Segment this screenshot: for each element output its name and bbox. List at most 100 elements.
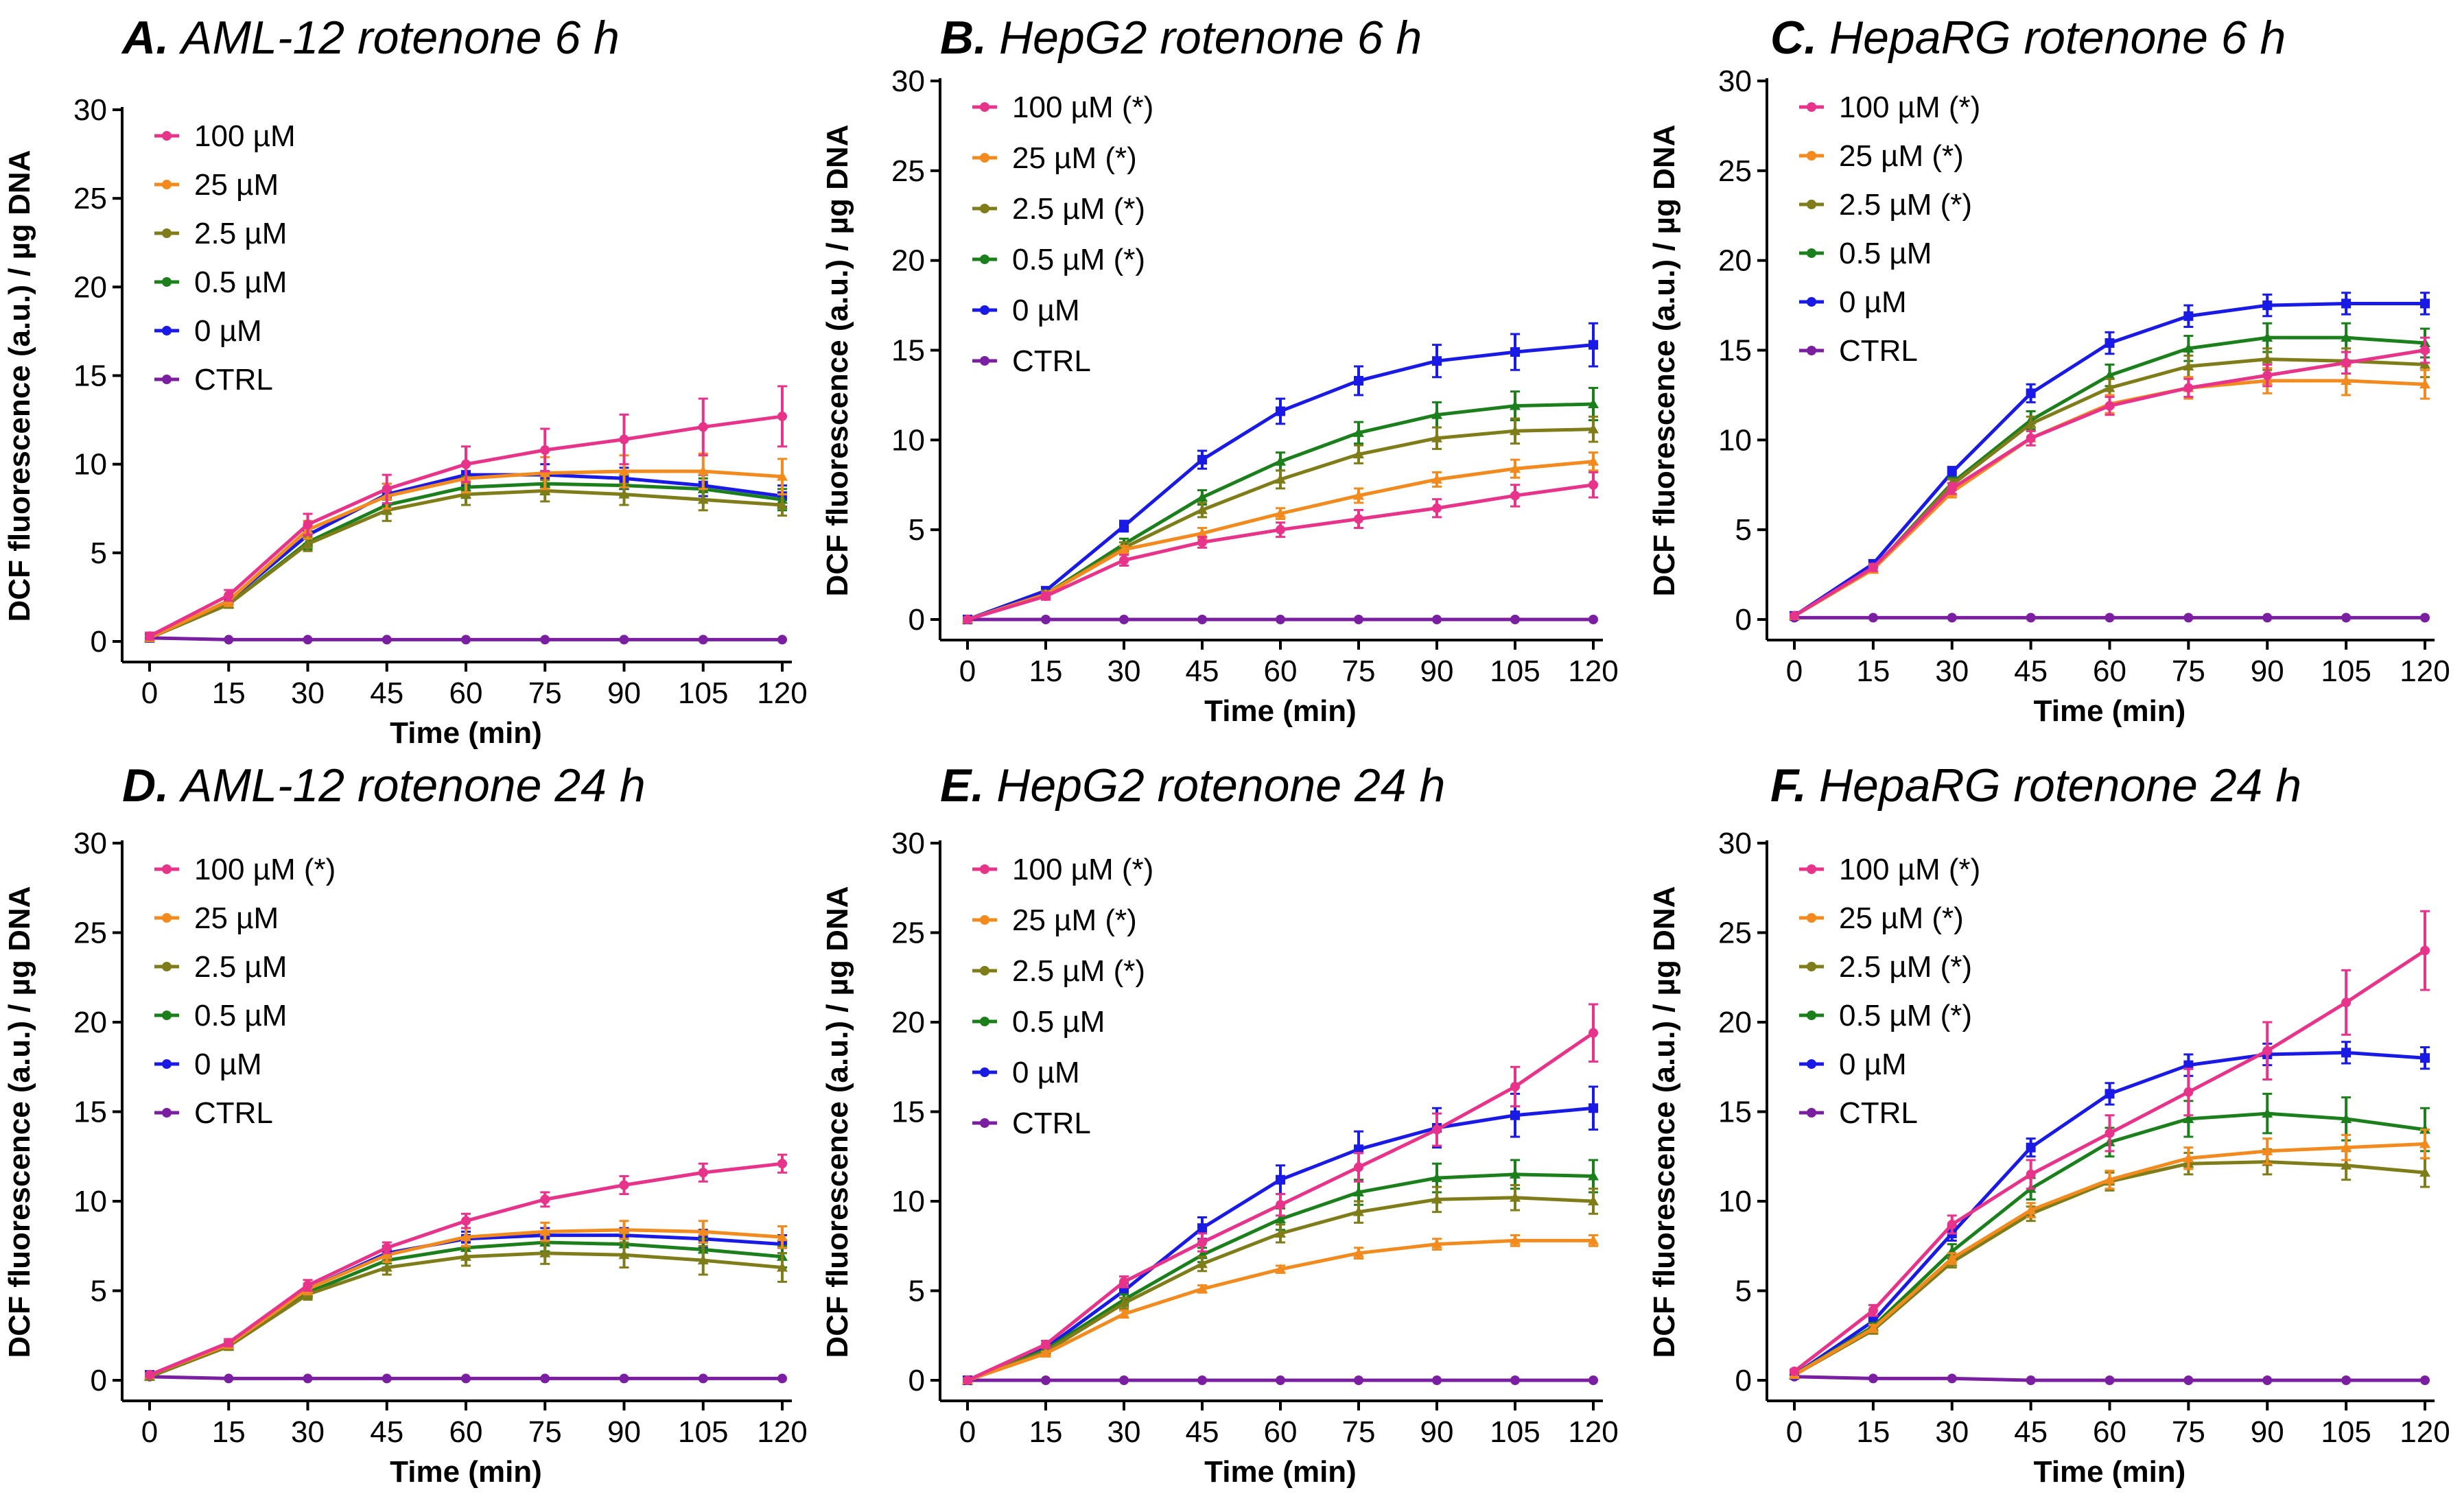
x-tick-label: 75 (1342, 1415, 1376, 1449)
legend-label: CTRL (194, 1096, 273, 1130)
legend-label: 2.5 µM (*) (1012, 192, 1145, 226)
data-point (460, 1251, 471, 1261)
data-point (2105, 338, 2115, 349)
legend: 100 µM (*) 25 µM (*) 2.5 µM (*) 0.5 µM (*) 0… (972, 91, 1153, 378)
panel-title-text: HepaRG rotenone 24 h (1819, 759, 2301, 812)
y-tick-label: 10 (891, 423, 925, 457)
x-tick-label: 60 (1264, 654, 1298, 688)
x-tick-label: 105 (1490, 654, 1540, 688)
legend-marker (1807, 102, 1816, 112)
data-point (1510, 491, 1520, 501)
panel-title: A. AML-12 rotenone 6 h (121, 12, 620, 64)
legend: 100 µM (*) 25 µM (*) 2.5 µM (*) 0.5 µM (*) 0… (1799, 853, 1980, 1130)
y-tick-label: 0 (1735, 1364, 1752, 1397)
legend-label: 0 µM (1012, 294, 1080, 327)
legend-label: 0.5 µM (194, 999, 287, 1032)
y-tick-label: 0 (908, 603, 925, 637)
y-axis-title: DCF fluorescence (a.u.) / µg DNA (821, 886, 854, 1358)
legend-marker (1807, 297, 1816, 307)
legend-marker (980, 915, 989, 925)
series-2 (144, 1220, 788, 1380)
legend-label: 0 µM (1839, 1048, 1907, 1081)
legend-label: 0 µM (1012, 1056, 1080, 1089)
data-point (2183, 1087, 2194, 1097)
data-point (1868, 563, 1878, 573)
data-point (539, 467, 551, 477)
x-tick-label: 105 (678, 1415, 728, 1449)
legend-marker (980, 255, 989, 264)
data-point (1588, 1028, 1598, 1038)
legend-label: 0.5 µM (*) (1012, 243, 1145, 276)
data-point (697, 494, 709, 504)
data-point (1197, 504, 1208, 515)
y-tick-label: 25 (73, 917, 107, 950)
legend-label: 100 µM (*) (194, 853, 336, 886)
data-point (1275, 1264, 1286, 1274)
legend-label: 0.5 µM (1839, 237, 1932, 270)
x-tick-label: 45 (2014, 1415, 2048, 1449)
data-point (1790, 611, 1799, 621)
x-tick-label: 30 (1935, 1415, 1969, 1449)
data-point (224, 590, 234, 600)
series-6 (1790, 1371, 2430, 1385)
data-point (1868, 1306, 1878, 1316)
data-point (302, 538, 314, 548)
data-point (619, 635, 629, 645)
x-tick-label: 0 (959, 654, 976, 688)
data-point (697, 1226, 709, 1236)
legend-marker (1807, 1108, 1816, 1118)
y-axis-title: DCF fluorescence (a.u.) / µg DNA (821, 125, 854, 597)
data-point (2026, 1375, 2036, 1385)
legend-marker (162, 228, 172, 238)
data-point (2341, 332, 2352, 342)
y-tick-label: 20 (891, 1006, 925, 1039)
chart-panel-2: B. HepG2 rotenone 6 h 0 5 10 15 20 25 30 0 15 30 45 6… (821, 12, 1619, 728)
y-tick-label: 20 (1718, 1006, 1752, 1039)
data-point (1510, 347, 1520, 357)
series-1 (963, 471, 1598, 624)
data-point (1868, 1373, 1878, 1384)
data-point (1588, 456, 1599, 466)
data-point (2420, 945, 2430, 956)
x-tick-label: 0 (1786, 654, 1803, 688)
data-point (1119, 1375, 1129, 1385)
data-point (1041, 1375, 1051, 1385)
legend-label: CTRL (194, 363, 273, 397)
data-point (2341, 375, 2352, 385)
data-point (1197, 537, 1207, 547)
y-tick-label: 5 (908, 513, 925, 547)
data-point (1354, 615, 1363, 624)
legend-label: 0 µM (194, 314, 262, 348)
data-point (2105, 1128, 2115, 1138)
data-point (698, 635, 708, 645)
data-point (1354, 514, 1363, 524)
legend-label: 0.5 µM (194, 265, 287, 299)
y-tick-label: 15 (1718, 1096, 1752, 1129)
data-point (2262, 613, 2273, 623)
legend-label: 2.5 µM (*) (1839, 188, 1972, 222)
data-point (539, 1226, 551, 1236)
legend-label: 25 µM (*) (1839, 139, 1964, 173)
y-tick-label: 0 (91, 1364, 107, 1397)
legend-label: 100 µM (*) (1012, 91, 1153, 124)
x-tick-label: 60 (449, 1415, 483, 1449)
data-point (1588, 340, 1598, 350)
data-point (1197, 1375, 1207, 1385)
x-tick-label: 15 (1029, 1415, 1063, 1449)
x-tick-label: 75 (2172, 1415, 2205, 1449)
y-tick-label: 10 (891, 1185, 925, 1218)
series-6 (145, 633, 787, 645)
legend-marker (1807, 962, 1816, 971)
y-tick-label: 0 (908, 1364, 925, 1397)
legend-label: 0.5 µM (1012, 1005, 1105, 1039)
y-axis-title: DCF fluorescence (a.u.) / µg DNA (1648, 886, 1681, 1358)
panel-title-text: HepG2 rotenone 6 h (999, 12, 1422, 64)
y-tick-label: 10 (1718, 423, 1752, 457)
data-point (2105, 401, 2115, 411)
series-line (149, 488, 783, 640)
data-point (1197, 528, 1208, 538)
panel-title: B. HepG2 rotenone 6 h (940, 12, 1422, 64)
x-tick-label: 120 (757, 1415, 807, 1449)
data-point (1276, 406, 1285, 416)
